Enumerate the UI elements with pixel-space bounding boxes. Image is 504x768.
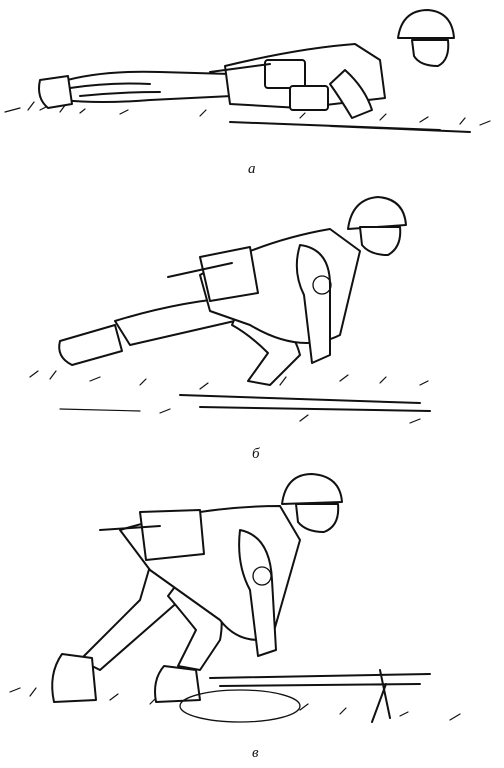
- panel-a-caption: а: [248, 161, 256, 177]
- panel-b-rifle: [179, 394, 431, 412]
- panel-a-rifle: [229, 121, 471, 133]
- panel-v-machine-gun: [209, 669, 431, 723]
- panel-v-arm: [238, 529, 277, 657]
- panel-b-illustration: [29, 196, 431, 424]
- panel-b-boot-back: [58, 324, 123, 366]
- panel-a-ground: [4, 101, 491, 126]
- panel-a-arm: [329, 69, 373, 119]
- panel-v: в: [0, 470, 504, 768]
- panel-v-head: [295, 503, 340, 533]
- panel-v-pouch: [139, 509, 205, 561]
- panel-b-arm: [295, 244, 331, 364]
- panel-b-pouch: [199, 246, 259, 302]
- panel-b-ground: [29, 370, 429, 424]
- panel-a-pouch: [264, 59, 306, 89]
- panel-a-head: [411, 39, 450, 67]
- panel-a-boot: [38, 75, 73, 109]
- panel-v-illustration: [9, 473, 461, 723]
- panel-v-boot-back: [51, 653, 97, 703]
- panel-b-helmet: [347, 196, 407, 230]
- panel-a-illustration: [4, 9, 491, 133]
- panel-b-caption: б: [252, 446, 260, 462]
- panel-v-ground: [9, 687, 461, 721]
- panel-v-caption: в: [252, 745, 259, 761]
- panel-a: а: [0, 0, 504, 185]
- panel-b-head: [359, 226, 402, 256]
- panel-b: б: [0, 185, 504, 475]
- panel-a-helmet: [397, 9, 455, 39]
- panel-v-helmet: [281, 473, 343, 505]
